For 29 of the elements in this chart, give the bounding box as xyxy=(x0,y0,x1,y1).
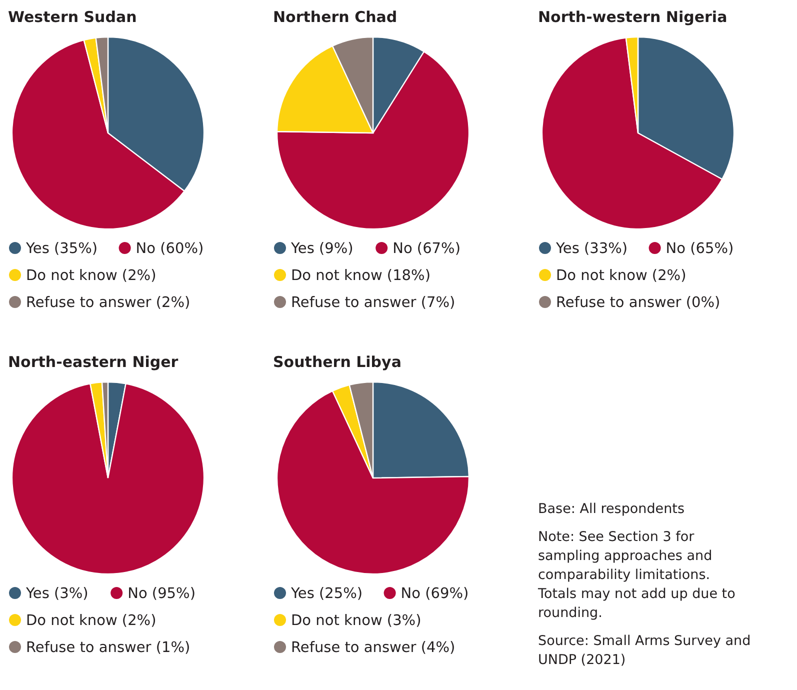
legend-label: Do not know (2%) xyxy=(556,268,686,284)
legend-label: Refuse to answer (1%) xyxy=(26,640,190,656)
text: Base: All respondents xyxy=(538,501,684,517)
chart-title: Northern Chad xyxy=(273,8,398,26)
legend-label: Refuse to answer (0%) xyxy=(556,295,720,311)
legend-label: Do not know (3%) xyxy=(291,613,422,629)
legend-label: No (60%) xyxy=(136,241,204,257)
pie-slice xyxy=(11,383,205,575)
legend-label: No (69%) xyxy=(400,586,469,602)
legend-label: Yes (33%) xyxy=(555,241,628,257)
chart-title: Southern Libya xyxy=(273,353,402,371)
legend-label: Yes (35%) xyxy=(25,241,98,257)
source-note: Source: Small Arms Survey and UNDP (2021) xyxy=(538,633,751,668)
text: Note: See Section 3 for sampling approaches and comparability limitations. Totals may not add up due to rounding. xyxy=(537,529,736,621)
legend-label: Refuse to answer (4%) xyxy=(291,640,456,656)
legend-label: Do not know (2%) xyxy=(26,613,156,629)
legend-label: Yes (25%) xyxy=(290,586,363,602)
legend-label: Refuse to answer (2%) xyxy=(26,295,190,311)
legend-label: Yes (9%) xyxy=(290,241,354,257)
chart-title: Western Sudan xyxy=(8,8,137,26)
legend-label: Yes (3%) xyxy=(25,586,88,602)
chart-title: North-eastern Niger xyxy=(8,353,179,371)
chart-title: North-western Nigeria xyxy=(538,8,728,26)
legend-label: No (65%) xyxy=(666,241,734,257)
legend-label: No (67%) xyxy=(392,241,460,257)
legend-label: Do not know (18%) xyxy=(291,268,430,284)
legend-label: No (95%) xyxy=(128,586,196,602)
legend-label: Do not know (2%) xyxy=(26,268,156,284)
legend-label: Refuse to answer (7%) xyxy=(291,295,456,311)
